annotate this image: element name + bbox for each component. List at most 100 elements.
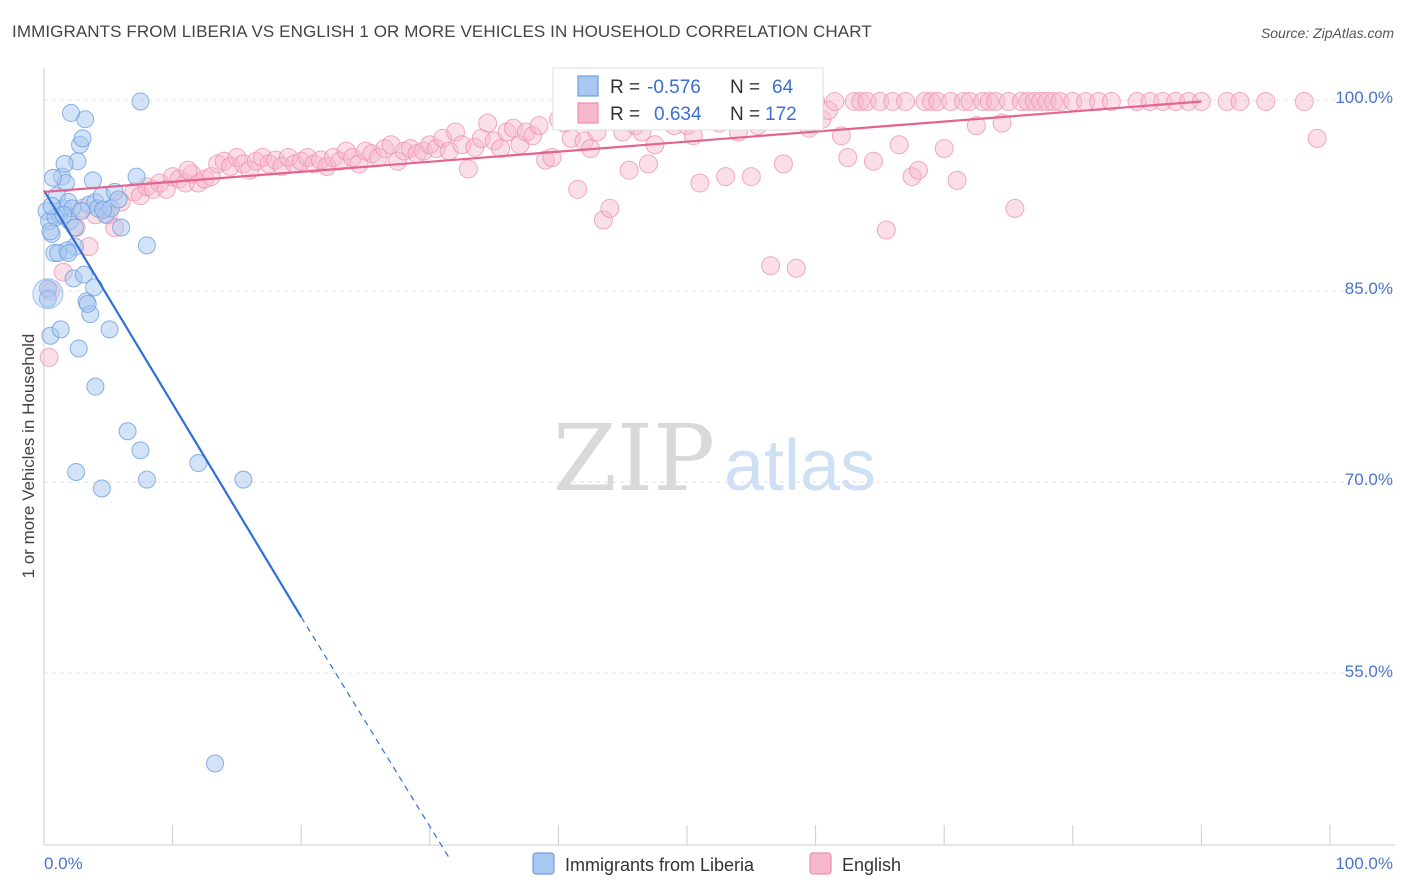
english-point-66	[478, 113, 498, 133]
liberia-point-61	[38, 289, 57, 308]
english-point-128	[876, 220, 896, 240]
y-tick-label-85: 85.0%	[1345, 279, 1393, 298]
english-point-168	[1256, 91, 1276, 111]
english-point-122	[838, 147, 858, 167]
liberia-point-38	[69, 339, 88, 358]
bottom-legend-label-english: English	[842, 855, 901, 875]
liberia-point-41	[118, 422, 137, 441]
liberia-point-52	[62, 103, 81, 122]
legend-r-value-blue: -0.576	[647, 77, 701, 98]
y-axis-title: 1 or more Vehicles in Household	[19, 334, 38, 579]
english-point-120	[825, 91, 845, 111]
english-points	[39, 91, 1327, 367]
liberia-point-37	[100, 320, 119, 339]
english-point-121	[831, 126, 851, 146]
english-point-126	[863, 151, 883, 171]
chart-title: IMMIGRANTS FROM LIBERIA VS ENGLISH 1 OR …	[12, 22, 872, 41]
english-point-170	[1307, 128, 1327, 148]
english-point-23	[201, 167, 221, 187]
bottom-legend-swatch-liberia	[532, 852, 555, 875]
y-tick-label-55: 55.0%	[1345, 662, 1393, 681]
english-point-68	[491, 139, 511, 159]
trend-lines	[43, 100, 1202, 859]
watermark: ZIP atlas	[553, 405, 876, 512]
liberia-point-36	[85, 278, 104, 297]
english-point-1	[39, 347, 59, 367]
legend-n-value-pink: 172	[765, 104, 797, 125]
axes	[43, 68, 1395, 846]
liberia-point-48	[206, 754, 225, 773]
english-point-21	[178, 160, 198, 180]
english-point-80	[568, 179, 588, 199]
english-point-43	[330, 151, 350, 171]
english-point-139	[947, 170, 967, 190]
liberia-point-58	[59, 243, 78, 262]
y-tick-label-100: 100.0%	[1335, 88, 1393, 107]
liberia-point-43	[189, 454, 208, 473]
english-point-140	[953, 91, 973, 111]
english-point-107	[741, 167, 761, 187]
english-point-15	[156, 179, 176, 199]
legend-swatch-blue	[577, 75, 599, 97]
liberia-trend-line	[43, 190, 303, 618]
tick-labels: 100.0% 85.0% 70.0% 55.0% 0.0% 100.0%	[44, 88, 1393, 873]
english-point-130	[889, 135, 909, 155]
legend-swatch-pink	[577, 102, 599, 124]
liberia-point-27	[112, 218, 131, 237]
watermark-atlas: atlas	[724, 426, 876, 506]
bottom-legend-swatch-english	[809, 852, 832, 875]
liberia-point-44	[234, 470, 253, 489]
legend-r-value-pink: 0.634	[654, 104, 702, 125]
english-point-142	[966, 116, 986, 136]
liberia-trend-line-extension	[300, 616, 450, 859]
liberia-point-55	[41, 222, 60, 241]
english-point-112	[773, 154, 793, 174]
liberia-point-45	[137, 470, 156, 489]
legend-r-label-blue: R =	[610, 77, 640, 98]
liberia-point-46	[67, 462, 86, 481]
gridlines	[44, 99, 1395, 674]
liberia-point-57	[72, 201, 91, 220]
liberia-point-60	[94, 200, 113, 219]
liberia-point-42	[131, 441, 150, 460]
english-point-110	[761, 256, 781, 276]
source-label: Source: ZipAtlas.com	[1260, 25, 1394, 41]
english-point-74	[529, 116, 549, 136]
english-point-99	[690, 173, 710, 193]
english-point-103	[716, 167, 736, 187]
english-point-114	[786, 258, 806, 278]
y-tick-label-70: 70.0%	[1345, 470, 1393, 489]
liberia-point-39	[51, 320, 70, 339]
legend-n-label-blue: N =	[730, 77, 760, 98]
watermark-zip: ZIP	[553, 405, 715, 512]
english-point-159	[1101, 91, 1121, 111]
bottom-legend: Immigrants from Liberia English	[532, 852, 901, 875]
liberia-point-40	[86, 377, 105, 396]
liberia-point-33	[74, 265, 93, 284]
liberia-point-54	[55, 154, 74, 173]
x-tick-label-0: 0.0%	[44, 854, 83, 873]
liberia-point-51	[44, 168, 63, 187]
english-point-135	[921, 91, 941, 111]
liberia-point-56	[78, 294, 97, 313]
english-point-144	[979, 91, 999, 111]
english-point-146	[992, 113, 1012, 133]
english-point-70	[503, 118, 523, 138]
english-point-137	[934, 139, 954, 159]
liberia-point-29	[131, 92, 150, 111]
english-point-63	[458, 159, 478, 179]
liberia-point-28	[127, 167, 146, 186]
x-tick-label-100: 100.0%	[1335, 854, 1393, 873]
english-point-73	[523, 126, 543, 146]
liberia-point-47	[92, 479, 111, 498]
english-trend-line	[43, 100, 1202, 193]
liberia-point-30	[137, 236, 156, 255]
liberia-point-17	[73, 129, 92, 148]
legend: R = -0.576 N = 64 R = 0.634 N = 172	[552, 67, 824, 131]
english-point-85	[600, 198, 620, 218]
english-point-154	[1044, 91, 1064, 111]
english-point-131	[896, 91, 916, 111]
english-point-25	[214, 151, 234, 171]
legend-n-value-blue: 64	[772, 77, 794, 98]
